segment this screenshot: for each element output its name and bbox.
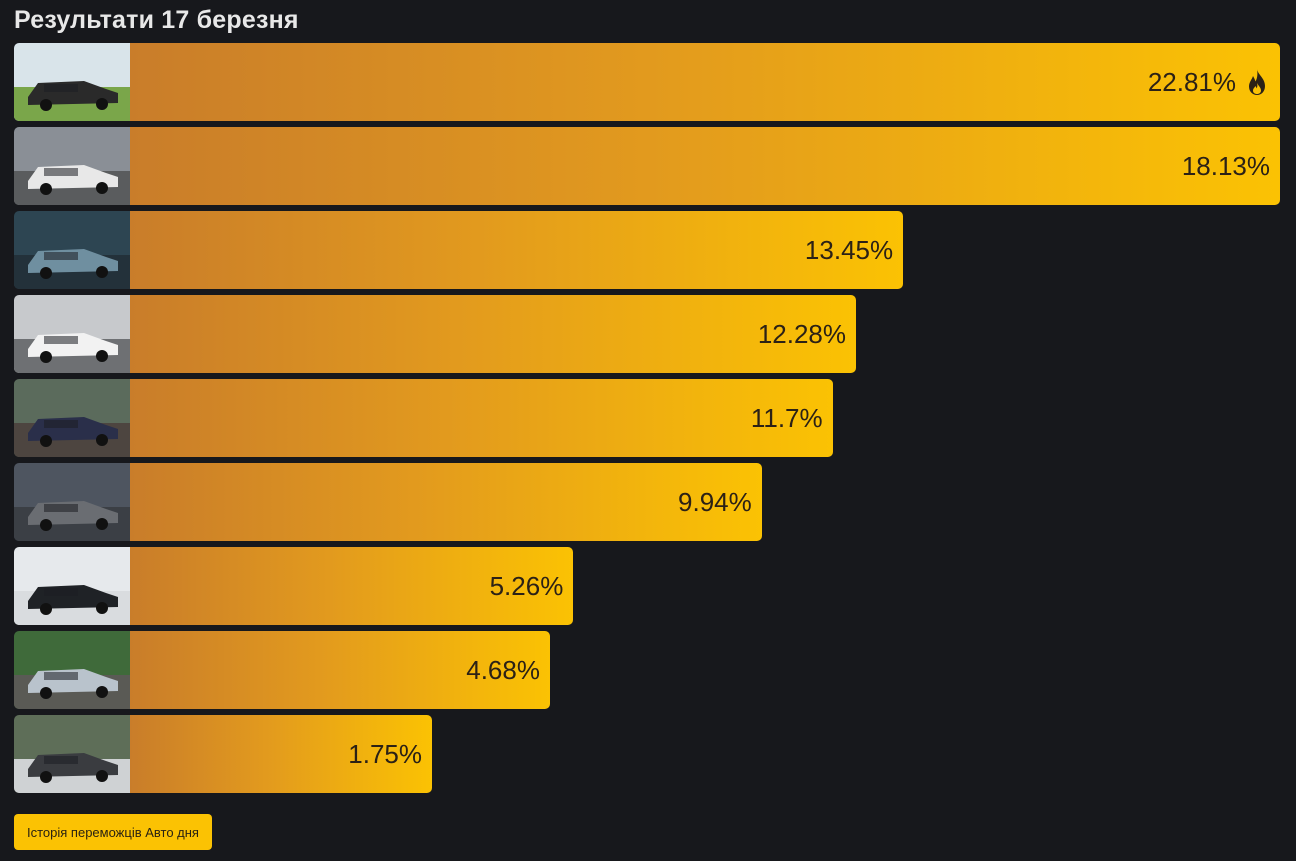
result-bar: 4.68% <box>130 631 550 709</box>
percent-value: 13.45% <box>804 234 894 265</box>
car-photo[interactable] <box>14 43 130 121</box>
result-row[interactable]: 4.68% <box>14 631 550 709</box>
percent-label: 5.26% <box>490 547 564 625</box>
car-photo[interactable] <box>14 547 130 625</box>
car-photo[interactable] <box>14 295 130 373</box>
car-photo[interactable] <box>14 127 130 205</box>
result-bar: 1.75% <box>130 715 432 793</box>
result-row[interactable]: 12.28% <box>14 295 856 373</box>
result-row[interactable]: 1.75% <box>14 715 432 793</box>
result-row[interactable]: 11.7% <box>14 379 833 457</box>
percent-label: 18.13% <box>1182 127 1270 205</box>
percent-label: 22.81% <box>1148 43 1270 121</box>
car-photo[interactable] <box>14 379 130 457</box>
result-row[interactable]: 9.94% <box>14 463 762 541</box>
percent-label: 4.68% <box>466 631 540 709</box>
result-bar: 18.13% <box>130 127 1280 205</box>
percent-label: 12.28% <box>758 295 846 373</box>
percent-value: 1.75% <box>348 738 422 769</box>
result-bar: 5.26% <box>130 547 574 625</box>
percent-label: 1.75% <box>348 715 422 793</box>
result-bar: 22.81% <box>130 43 1280 121</box>
car-photo[interactable] <box>14 211 130 289</box>
result-row[interactable]: 18.13% <box>14 127 1280 205</box>
result-bar: 12.28% <box>130 295 856 373</box>
percent-value: 9.94% <box>678 486 752 517</box>
result-bar: 13.45% <box>130 211 904 289</box>
percent-value: 11.7% <box>750 402 823 433</box>
car-photo[interactable] <box>14 715 130 793</box>
percent-value: 5.26% <box>489 570 564 601</box>
winners-history-button[interactable]: Історія переможців Авто дня <box>14 814 212 850</box>
car-photo[interactable] <box>14 463 130 541</box>
percent-value: 22.81% <box>1147 66 1236 97</box>
percent-label: 11.7% <box>751 379 823 457</box>
car-photo[interactable] <box>14 631 130 709</box>
result-row[interactable]: 22.81% <box>14 43 1280 121</box>
page-title: Результати 17 березня <box>14 6 299 34</box>
result-bar: 9.94% <box>130 463 762 541</box>
result-row[interactable]: 13.45% <box>14 211 904 289</box>
percent-label: 9.94% <box>678 463 752 541</box>
percent-value: 4.68% <box>466 654 540 685</box>
flame-icon <box>1244 68 1270 96</box>
percent-value: 12.28% <box>757 318 846 349</box>
percent-value: 18.13% <box>1181 150 1270 181</box>
result-row[interactable]: 5.26% <box>14 547 574 625</box>
result-bar: 11.7% <box>130 379 833 457</box>
percent-label: 13.45% <box>805 211 893 289</box>
